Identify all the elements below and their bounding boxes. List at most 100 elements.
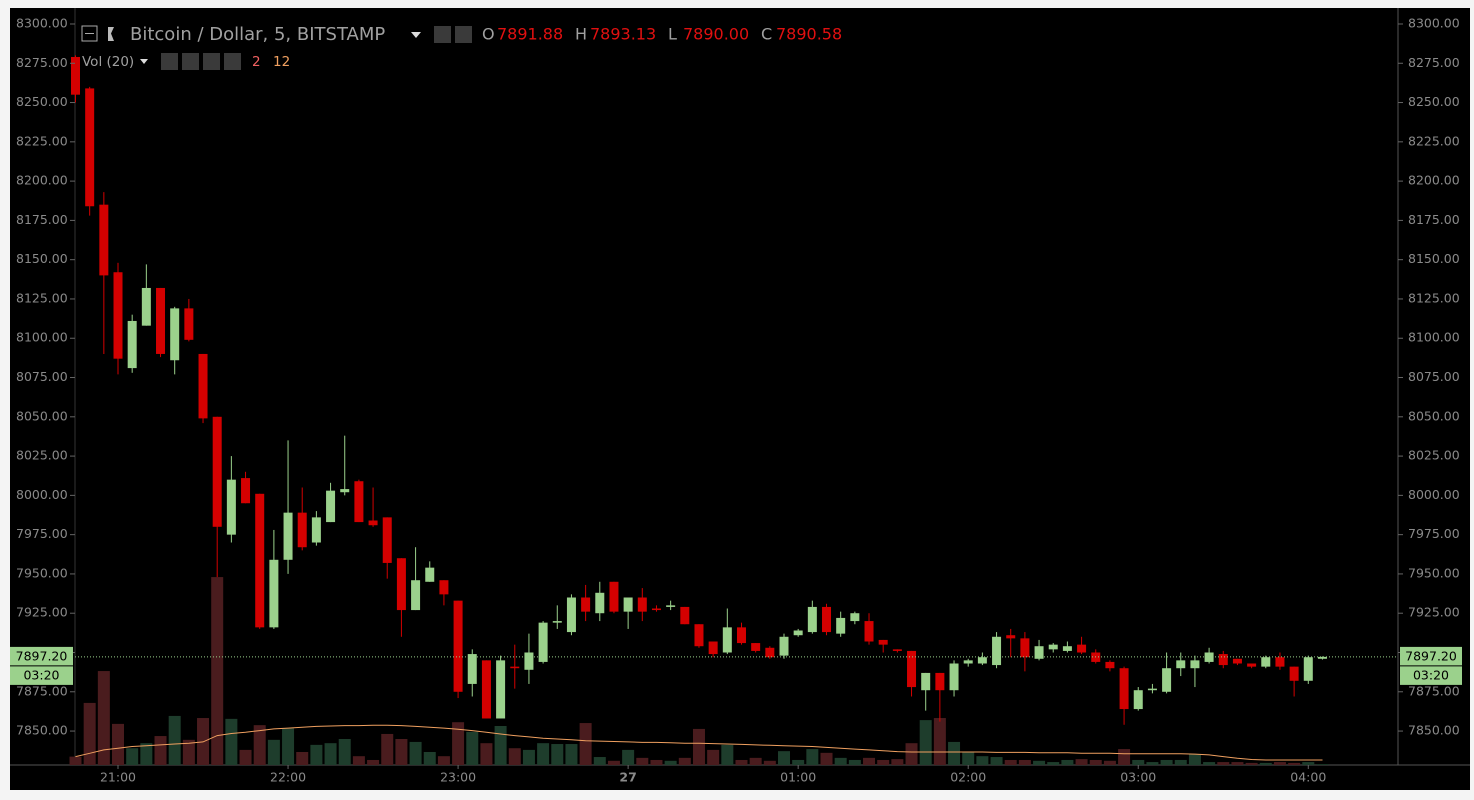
candle-body <box>1317 656 1327 659</box>
plot <box>69 55 1329 765</box>
volume-bar <box>778 751 790 765</box>
volume-bar <box>338 738 351 765</box>
volume-bar <box>310 744 323 765</box>
candle-body <box>1020 638 1030 658</box>
y-tick-label: 8275.00 <box>1408 55 1460 70</box>
volume-bar <box>452 722 465 765</box>
candle-body <box>921 672 931 691</box>
y-tick-label: 8200.00 <box>16 173 68 188</box>
volume-bar <box>763 760 776 765</box>
volume-bar <box>466 731 479 765</box>
y-tick-label: 8100.00 <box>1408 330 1460 345</box>
candle-body <box>736 627 746 644</box>
candle-body <box>1218 654 1228 666</box>
candle-body <box>907 650 917 688</box>
volume-bar <box>112 723 125 765</box>
candle-body <box>892 649 902 651</box>
settings-button[interactable] <box>434 26 451 43</box>
ohlc-key: L <box>668 25 677 44</box>
candle-body <box>269 559 279 628</box>
volume-bar <box>933 718 946 765</box>
symbol-title[interactable]: Bitcoin / Dollar, 5, BITSTAMP <box>130 24 385 45</box>
volume-more-button[interactable] <box>203 53 220 70</box>
candle-body <box>241 478 251 504</box>
volume-bar <box>1004 759 1017 765</box>
volume-bar <box>1160 759 1173 765</box>
candle-body <box>538 622 548 662</box>
volume-bar <box>1075 759 1088 765</box>
volume-bar <box>1188 754 1201 765</box>
volume-bar <box>636 757 649 765</box>
y-tick-label: 8050.00 <box>16 408 68 423</box>
ohlc-value: 7890.00 <box>683 25 749 44</box>
volume-value: 2 <box>252 54 261 70</box>
candle-body <box>694 624 704 647</box>
volume-bar <box>1132 759 1145 765</box>
volume-bar <box>296 751 309 765</box>
candle-body <box>113 272 123 359</box>
candle-body <box>850 613 860 622</box>
volume-bar <box>83 702 96 765</box>
dropdown-arrow[interactable] <box>411 32 421 38</box>
candle-body <box>595 592 605 614</box>
candle-body <box>1077 644 1087 653</box>
volume-bar <box>1033 760 1046 765</box>
last-price-label: 7897.20 <box>1405 648 1457 663</box>
candle-body <box>524 652 534 670</box>
candle-body <box>1247 663 1257 667</box>
last-price-label: 7897.20 <box>16 648 68 663</box>
collapse-button[interactable] <box>81 25 98 42</box>
volume-bar <box>976 756 989 765</box>
volume-bar <box>1018 759 1031 765</box>
volume-bar <box>1245 762 1258 765</box>
volume-bar <box>1203 762 1216 765</box>
candle-body <box>1190 660 1200 669</box>
volume-remove-button[interactable] <box>224 53 241 70</box>
candle-body <box>1261 657 1271 667</box>
volume-bar <box>551 744 564 765</box>
candle-body <box>226 479 236 535</box>
volume-bar <box>834 757 847 765</box>
volume-bar <box>1231 762 1244 765</box>
volume-bar <box>891 759 904 765</box>
volume-bar <box>565 744 578 765</box>
y-tick-label: 8300.00 <box>1408 15 1460 30</box>
volume-bar <box>225 718 238 765</box>
volume-dropdown[interactable] <box>140 59 148 64</box>
y-tick-label: 7925.00 <box>1408 605 1460 620</box>
candle-body <box>283 512 293 560</box>
candle-body <box>1133 690 1143 710</box>
volume-bar <box>126 748 139 765</box>
candle-body <box>1147 688 1157 691</box>
volume-bar <box>948 741 961 765</box>
candle-body <box>680 606 690 625</box>
x-tick-label: 27 <box>619 770 636 785</box>
volume-bar <box>97 671 110 765</box>
candle-body <box>496 660 506 719</box>
candle-body <box>666 605 676 607</box>
y-tick-label: 8125.00 <box>1408 290 1460 305</box>
volume-bar <box>820 752 833 765</box>
candle-body <box>765 647 775 658</box>
y-tick-label: 8000.00 <box>1408 487 1460 502</box>
volume-bar <box>522 749 535 765</box>
x-tick-label: 01:00 <box>780 770 816 785</box>
y-tick-label: 8075.00 <box>16 369 68 384</box>
y-tick-label: 8175.00 <box>1408 212 1460 227</box>
format-button[interactable] <box>455 26 472 43</box>
candle-body <box>963 660 973 664</box>
volume-bar <box>324 743 337 765</box>
candle-body <box>1176 660 1186 669</box>
volume-bar <box>409 741 422 765</box>
volume-bar <box>381 733 394 765</box>
candle-body <box>822 606 832 633</box>
volume-settings-button[interactable] <box>182 53 199 70</box>
volume-bar <box>480 743 493 765</box>
volume-visibility-button[interactable] <box>161 53 178 70</box>
volume-bar <box>537 743 550 765</box>
candle-body <box>1289 666 1299 681</box>
candle-body <box>71 56 80 95</box>
volume-bar <box>211 577 224 765</box>
candle-body <box>1119 668 1129 710</box>
x-tick-label: 23:00 <box>440 770 476 785</box>
